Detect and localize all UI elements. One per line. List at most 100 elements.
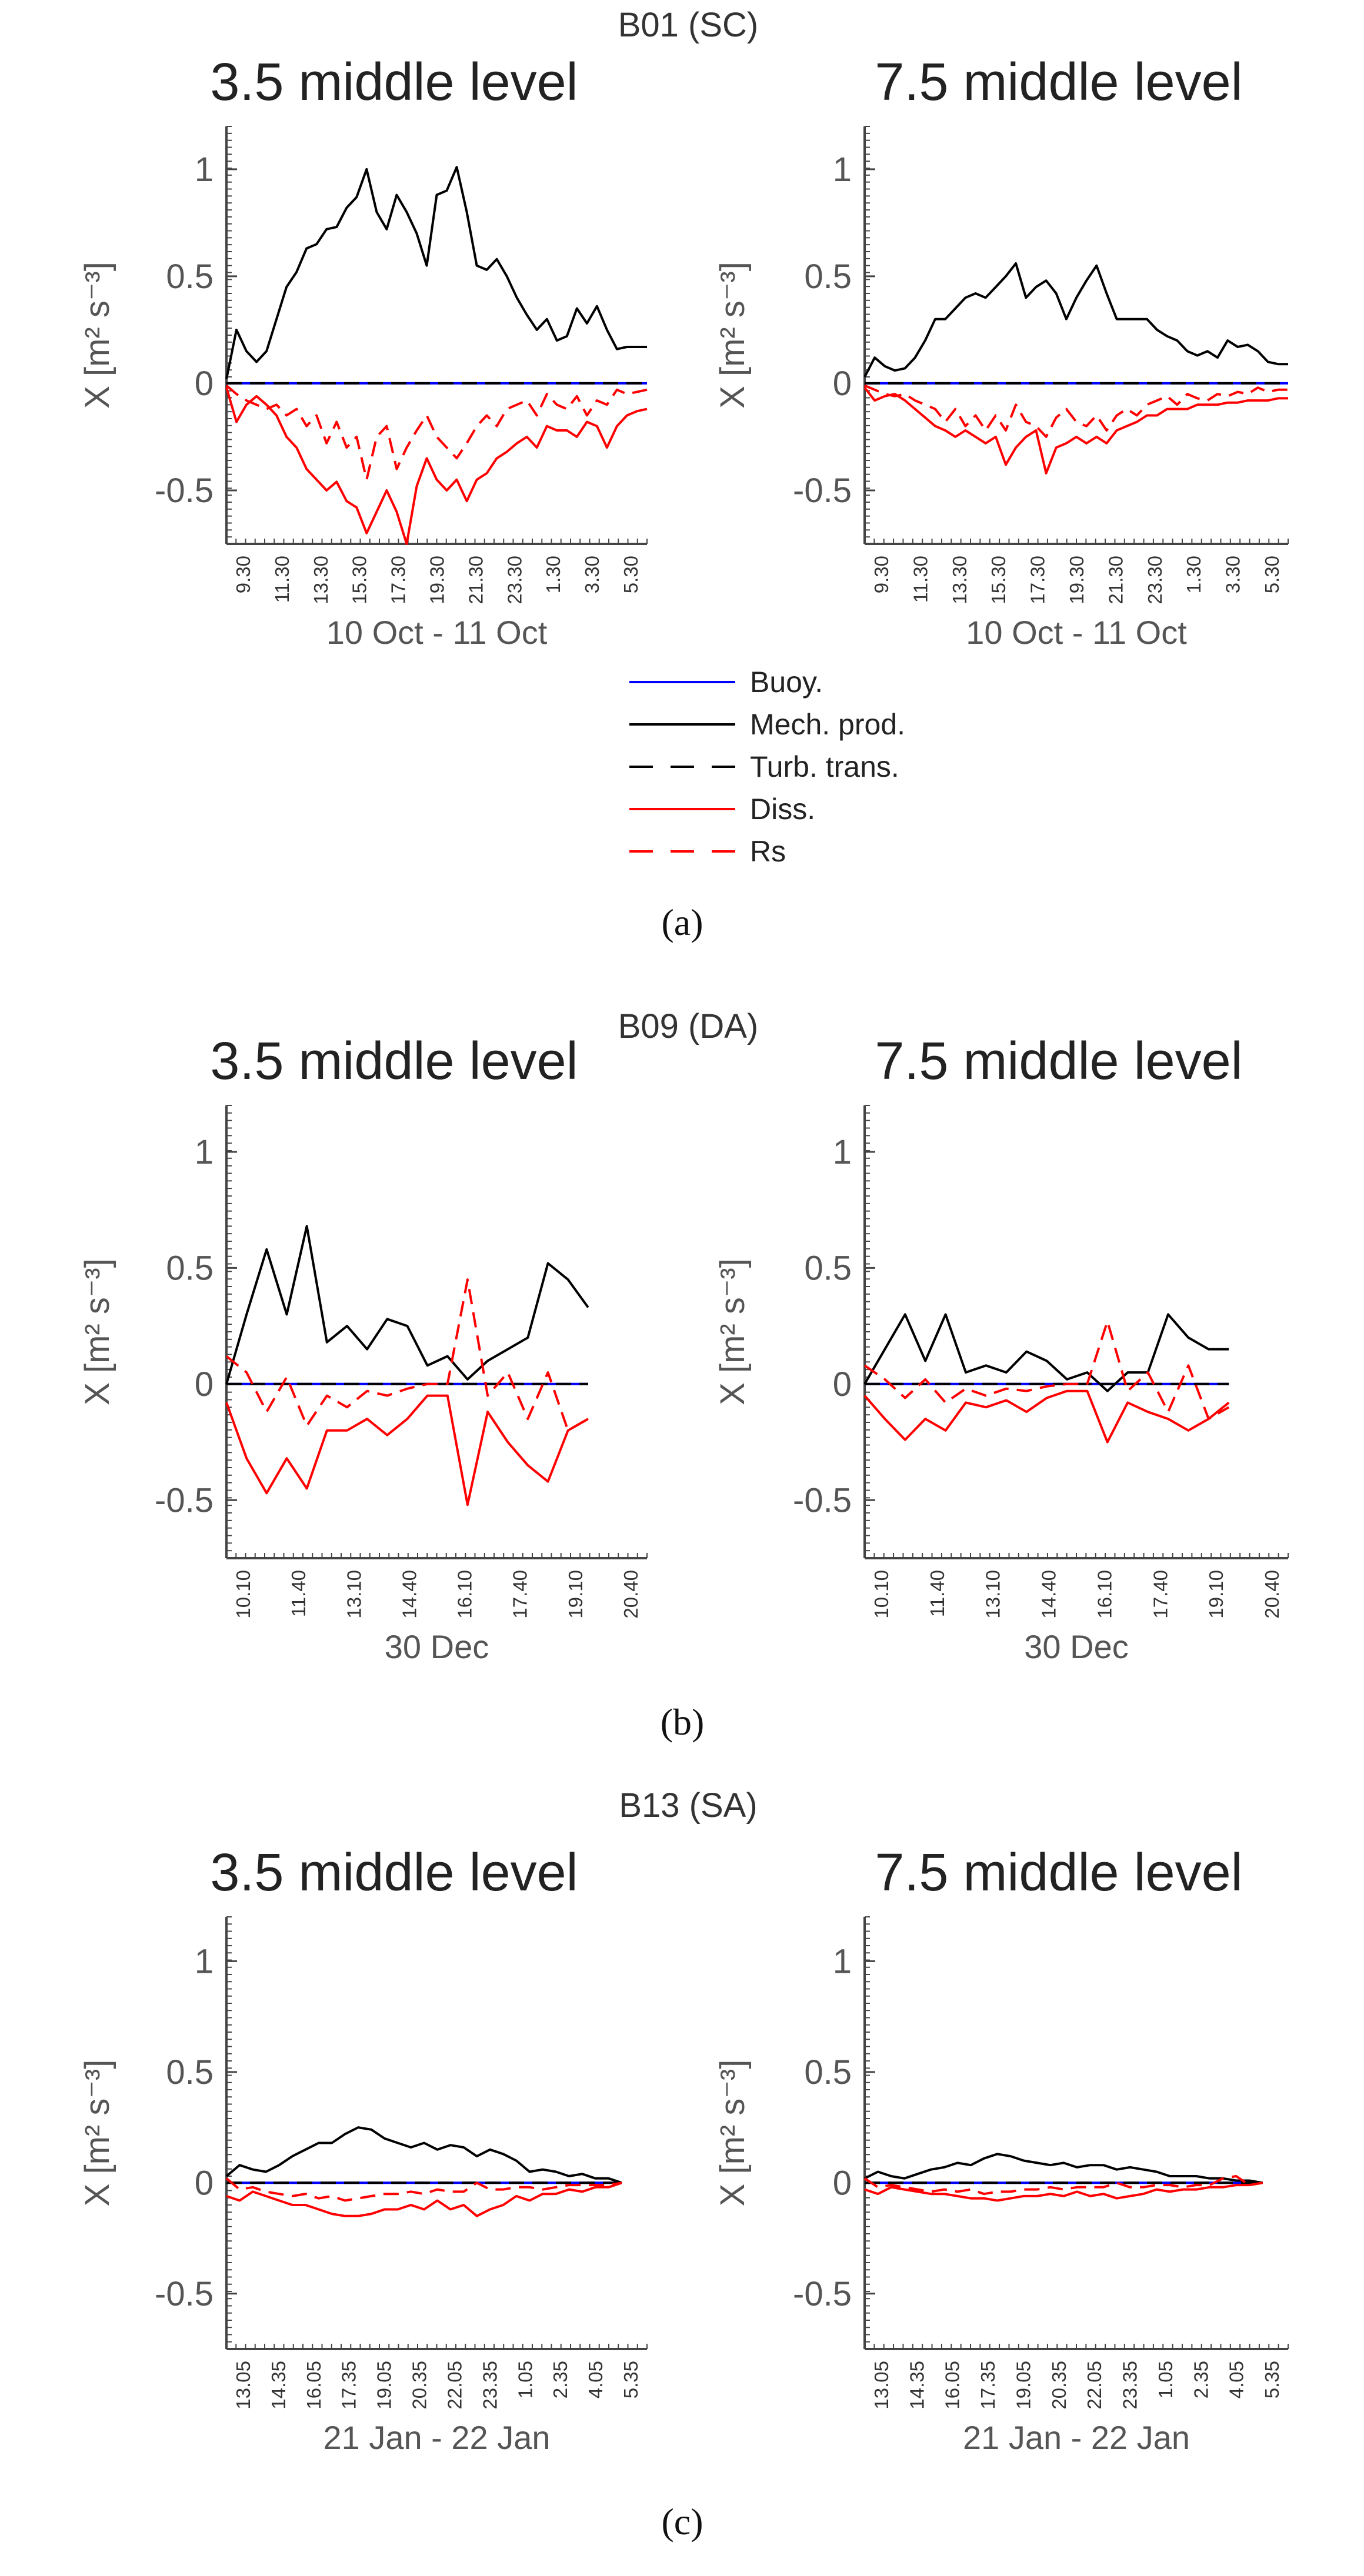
chart-title: 3.5 middle level [210, 53, 578, 112]
series-line-diss [225, 387, 648, 545]
x-tick-label: 9.30 [871, 556, 892, 593]
y-tick-label: 1 [833, 1942, 852, 1980]
x-tick-label: 23.30 [503, 556, 525, 604]
chart-c-1: 3.5 middle level 1 0.5 0 -0.5 13.05 14.35 16.05… [78, 1843, 648, 2456]
x-tick-label: 13.10 [343, 1570, 365, 1619]
x-tick-label: 16.05 [942, 2361, 963, 2410]
legend-label: Rs [750, 835, 786, 868]
series-line-mech-prod [863, 1313, 1229, 1392]
chart-title: 7.5 middle level [875, 53, 1242, 112]
x-tick-label: 21.30 [1105, 556, 1126, 604]
series-line-rs [225, 385, 648, 481]
legend-label: Mech. prod. [750, 708, 905, 741]
chart-b-2: 7.5 middle level 1 0.5 0 -0.5 10.10 11.40 13.10… [713, 1032, 1289, 1665]
x-tick-label: 16.10 [454, 1570, 476, 1619]
x-tick-label: 17.40 [1149, 1570, 1171, 1619]
x-tick-label: 13.30 [310, 556, 332, 604]
x-tick-label: 1.05 [514, 2361, 536, 2398]
x-tick-label: 20.35 [1048, 2361, 1070, 2410]
panel-a: B01 (SC) 3.5 middle level 1 0.5 0 -0.5 9.30 11.… [78, 6, 1289, 943]
x-tick-label: 11.40 [288, 1570, 309, 1617]
x-tick-label: 15.30 [349, 556, 371, 604]
chart-title: 3.5 middle level [210, 1032, 578, 1091]
x-tick-label: 14.35 [906, 2361, 928, 2410]
x-tick-label: 10.10 [232, 1570, 254, 1619]
x-tick-label: 1.30 [1183, 556, 1205, 593]
series-line-diss [864, 2181, 1263, 2202]
x-tick-label: 14.35 [268, 2361, 289, 2410]
x-tick-label: 13.05 [871, 2361, 892, 2410]
series-line-mech-prod [225, 1225, 589, 1385]
chart-title: 7.5 middle level [875, 1032, 1242, 1091]
chart-a-1: 3.5 middle level 1 0.5 0 -0.5 9.30 11.30 13.30 1… [78, 53, 648, 651]
x-tick-label: 5.30 [620, 556, 642, 593]
x-tick-label: 9.30 [232, 556, 254, 593]
panel-caption: (b) [661, 1701, 705, 1743]
y-tick-label: -0.5 [155, 2275, 214, 2313]
series-line-rs [863, 1320, 1230, 1421]
x-tick-label: 4.05 [585, 2361, 606, 2398]
y-tick-label: 1 [195, 151, 214, 189]
x-tick-label: 17.35 [977, 2361, 999, 2410]
y-axis-label: X [m² s⁻³] [78, 262, 116, 409]
x-tick-label: 19.10 [565, 1570, 586, 1619]
x-tick-label: 19.30 [1066, 556, 1088, 604]
x-tick-label: 19.30 [426, 556, 448, 604]
x-tick-label: 20.40 [620, 1570, 642, 1619]
series-line-mech-prod [863, 262, 1288, 377]
legend-label: Diss. [750, 793, 815, 826]
y-tick-label: -0.5 [793, 1481, 852, 1519]
y-tick-label: 0.5 [804, 258, 852, 296]
x-tick-label: 16.10 [1093, 1570, 1115, 1619]
y-tick-label: 0 [195, 2164, 214, 2202]
panel-caption: (c) [661, 2501, 703, 2542]
chart-title: 7.5 middle level [875, 1843, 1242, 1902]
series-line-diss [863, 1389, 1230, 1444]
x-tick-label: 13.10 [982, 1570, 1004, 1619]
x-tick-label: 1.05 [1155, 2361, 1176, 2398]
x-axis-label: 21 Jan - 22 Jan [963, 2419, 1190, 2456]
series-line-rs [225, 2177, 622, 2202]
panel-b: B09 (DA) 3.5 middle level 1 0.5 0 -0.5 10.10 11… [78, 1007, 1289, 1743]
x-tick-label: 4.05 [1226, 2361, 1248, 2398]
series-line-rs [863, 2175, 1263, 2196]
series-line-mech-prod [225, 166, 647, 379]
y-tick-label: 0 [195, 365, 214, 403]
y-tick-label: 0 [833, 365, 852, 403]
y-tick-label: -0.5 [793, 472, 852, 510]
x-tick-label: 19.05 [1012, 2361, 1034, 2410]
y-tick-label: 0.5 [804, 2053, 852, 2091]
chart-c-2: 7.5 middle level 1 0.5 0 -0.5 13.05 14.35 16.05… [713, 1843, 1289, 2456]
x-tick-label: 22.05 [443, 2361, 465, 2410]
x-tick-label: 2.35 [549, 2361, 571, 2398]
y-tick-label: 0.5 [804, 1249, 852, 1287]
y-tick-label: 0 [195, 1365, 214, 1404]
x-tick-label: 13.05 [232, 2361, 254, 2410]
x-tick-label: 5.35 [1261, 2361, 1283, 2398]
chart-a-2: 7.5 middle level 1 0.5 0 -0.5 9.30 11.30 13.30 1… [713, 53, 1289, 651]
panel-title: B01 (SC) [618, 6, 759, 44]
x-tick-label: 2.35 [1190, 2361, 1212, 2398]
x-axis-label: 21 Jan - 22 Jan [323, 2419, 550, 2456]
x-tick-label: 22.05 [1083, 2361, 1105, 2410]
y-tick-label: 0.5 [166, 258, 214, 296]
series-line-mech-prod [225, 2126, 622, 2184]
y-tick-label: 0 [833, 1365, 852, 1404]
x-axis-label: 30 Dec [1024, 1628, 1128, 1665]
x-tick-label: 14.40 [1038, 1570, 1060, 1619]
series-line-rs [864, 384, 1288, 438]
x-tick-label: 17.30 [1027, 556, 1049, 604]
x-axis-label: 10 Oct - 11 Oct [326, 614, 548, 651]
y-tick-label: 1 [833, 1133, 852, 1171]
panel-title: B09 (DA) [618, 1007, 759, 1045]
x-tick-label: 11.30 [909, 556, 931, 603]
legend-label: Buoy. [750, 666, 823, 699]
chart-title: 3.5 middle level [210, 1843, 578, 1902]
x-tick-label: 11.40 [926, 1570, 948, 1617]
x-tick-label: 17.40 [509, 1570, 531, 1619]
x-tick-label: 23.30 [1144, 556, 1166, 604]
series-line-diss [863, 386, 1288, 475]
y-axis-label: X [m² s⁻³] [713, 262, 752, 409]
